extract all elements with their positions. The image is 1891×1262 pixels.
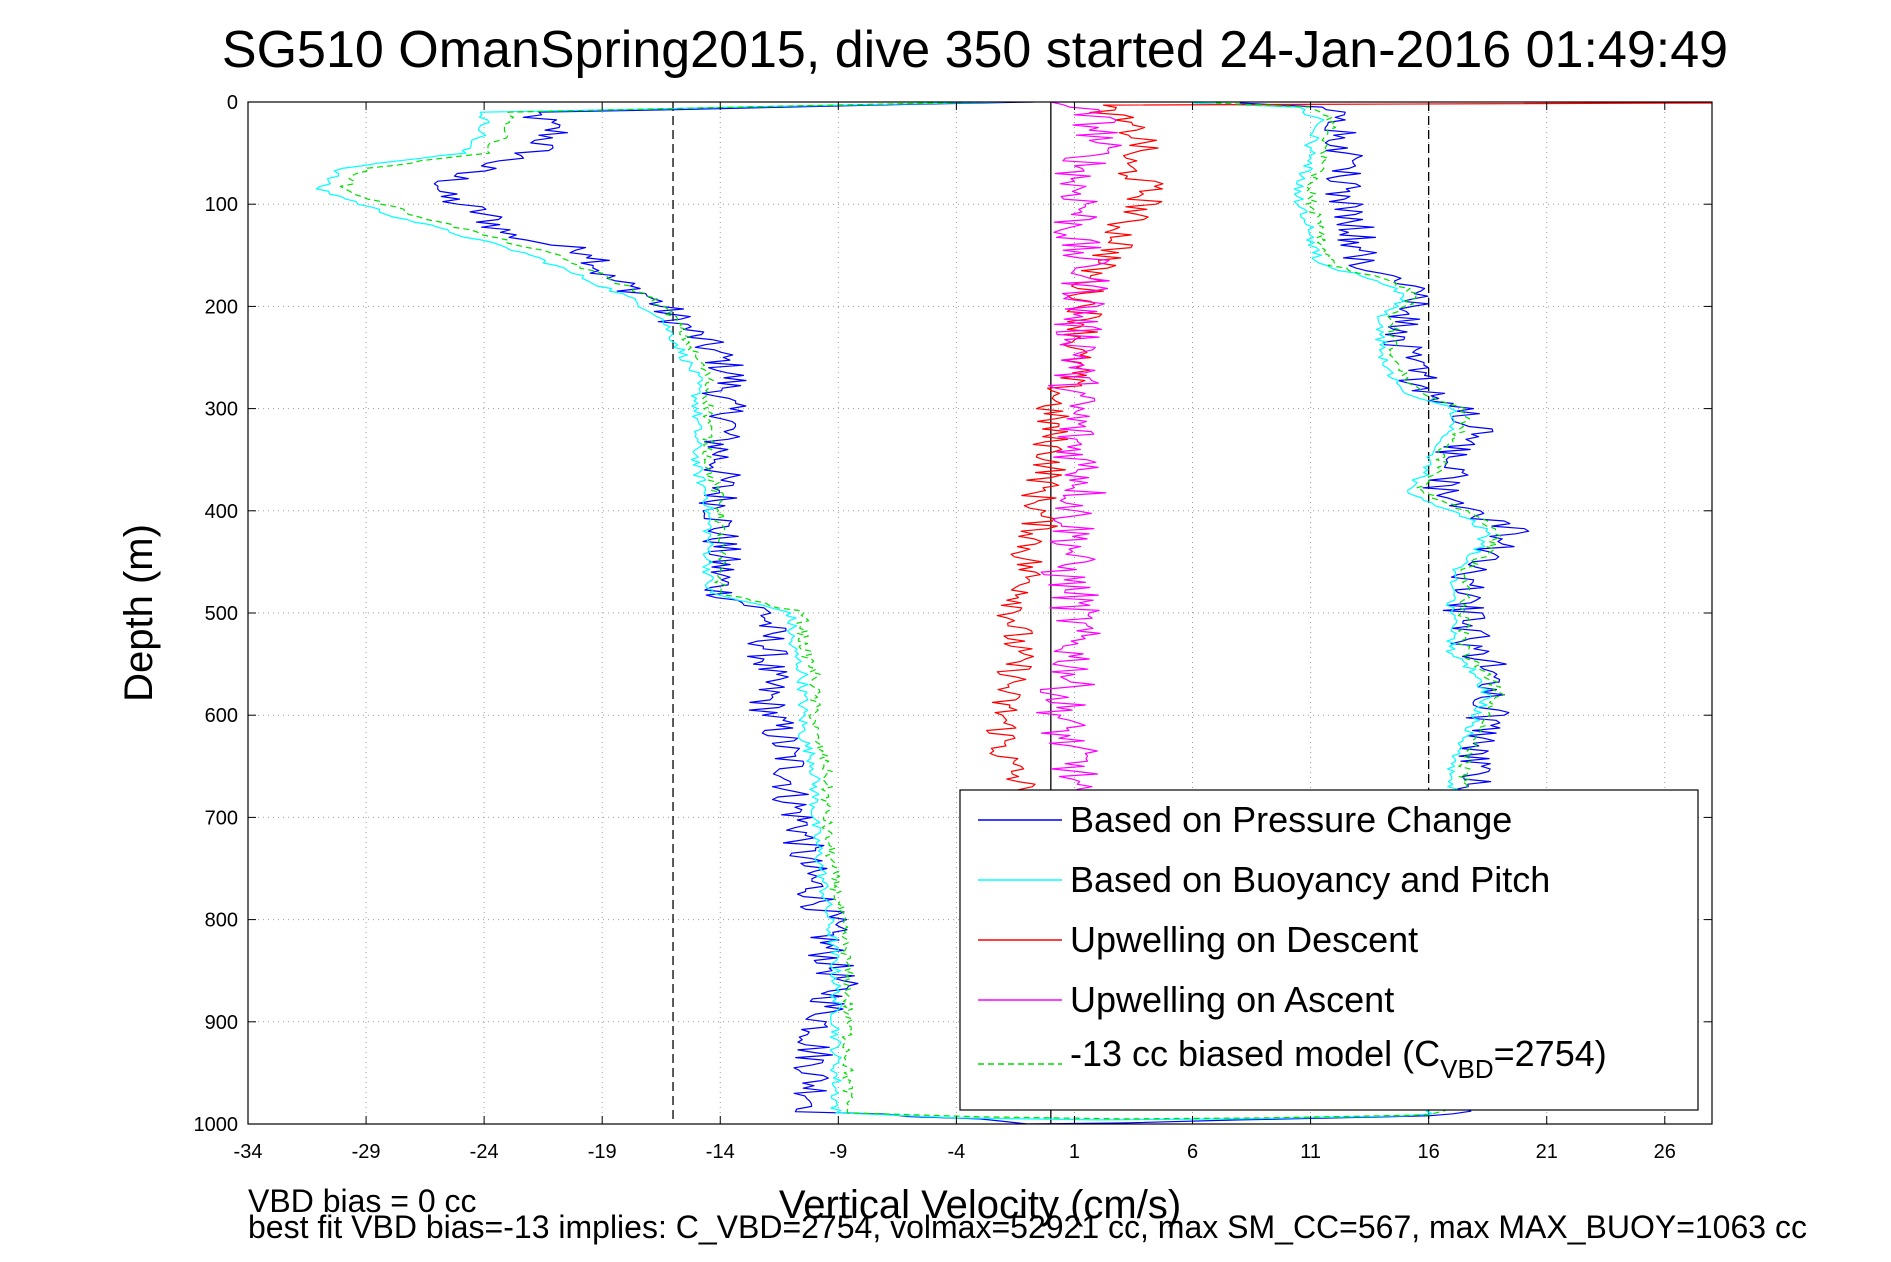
y-tick-label: 600 — [205, 705, 238, 727]
axis-ticks — [247, 101, 1712, 1125]
legend-box — [959, 789, 1699, 1111]
legend-entry: -13 cc biased model (CVBD=2754) — [1070, 1033, 1607, 1084]
y-tick-label: 1000 — [194, 1114, 239, 1136]
vbd-bias-note: VBD bias = 0 cc — [248, 1183, 477, 1219]
y-axis-label: Depth (m) — [117, 524, 161, 702]
x-tick-label: -29 — [352, 1141, 381, 1163]
x-tick-labels: -34 -29 -24 -19 -14 -9 -4 1 6 11 16 21 26 — [234, 1141, 1676, 1163]
x-tick-label: 16 — [1418, 1141, 1440, 1163]
x-axis-label: Vertical Velocity (cm/s) — [779, 1183, 1181, 1227]
y-tick-label: 100 — [205, 194, 238, 216]
x-tick-label: -9 — [829, 1141, 847, 1163]
y-tick-label: 900 — [205, 1012, 238, 1034]
y-tick-labels: 0 100 200 300 400 500 600 700 800 900 1000 — [194, 92, 239, 1136]
legend-entry: Based on Pressure Change — [1070, 799, 1512, 840]
legend-entry: Upwelling on Descent — [1070, 919, 1418, 960]
legend: Based on Pressure Change Based on Buoyanc… — [959, 789, 1699, 1111]
y-tick-label: 800 — [205, 910, 238, 932]
series-line — [1036, 102, 1122, 798]
x-tick-label: 1 — [1069, 1141, 1080, 1163]
y-tick-label: 0 — [227, 92, 238, 114]
y-tick-label: 400 — [205, 501, 238, 523]
x-tick-label: -24 — [470, 1141, 499, 1163]
legend-entry: Upwelling on Ascent — [1070, 979, 1394, 1020]
y-tick-label: 700 — [205, 807, 238, 829]
x-tick-label: -4 — [947, 1141, 965, 1163]
x-tick-label: 11 — [1300, 1141, 1321, 1163]
x-tick-label: -14 — [706, 1141, 735, 1163]
x-tick-label: 26 — [1654, 1141, 1676, 1163]
x-tick-label: 21 — [1536, 1141, 1558, 1163]
x-tick-label: -34 — [234, 1141, 263, 1163]
series-line — [986, 102, 1712, 798]
chart-title: SG510 OmanSpring2015, dive 350 started 2… — [222, 21, 1728, 79]
series-line — [315, 102, 1492, 1121]
legend-entry: Based on Buoyancy and Pitch — [1070, 859, 1550, 900]
series-line — [339, 102, 1505, 1120]
best-fit-note: best fit VBD bias=-13 implies: C_VBD=275… — [248, 1209, 1807, 1245]
x-tick-label: -19 — [588, 1141, 617, 1163]
y-tick-label: 200 — [205, 296, 238, 318]
y-tick-label: 500 — [205, 603, 238, 625]
x-tick-label: 6 — [1187, 1141, 1198, 1163]
y-tick-label: 300 — [205, 399, 238, 421]
